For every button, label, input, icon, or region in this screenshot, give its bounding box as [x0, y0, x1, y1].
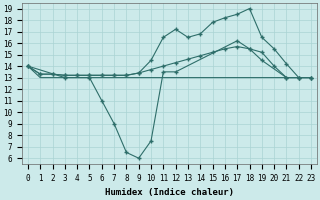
X-axis label: Humidex (Indice chaleur): Humidex (Indice chaleur) — [105, 188, 234, 197]
